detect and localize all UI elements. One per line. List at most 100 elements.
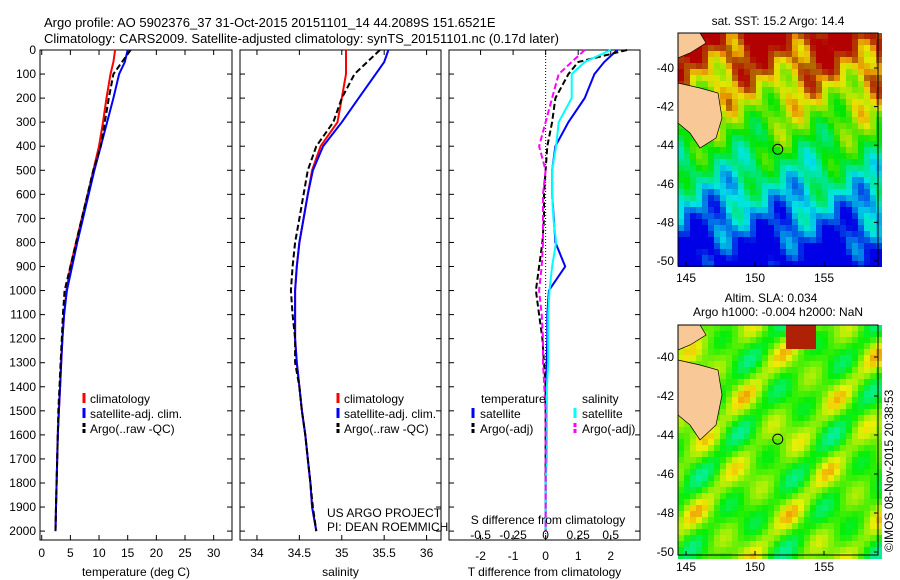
map-cell [852, 409, 858, 415]
map-cell [798, 433, 804, 439]
map-cell [876, 475, 882, 481]
map-cell [834, 499, 840, 505]
map-cell [738, 105, 744, 111]
map-cell [852, 177, 858, 183]
map-cell [720, 529, 726, 535]
map-cell [822, 111, 828, 117]
map-cell [858, 361, 864, 367]
map-cell [690, 541, 696, 547]
map-cell [858, 415, 864, 421]
map-cell [780, 45, 786, 51]
map-cell [792, 69, 798, 75]
map-cell [864, 343, 870, 349]
map-cell [786, 51, 792, 57]
map-cell [744, 343, 750, 349]
map-cell [690, 225, 696, 231]
map-cell [696, 81, 702, 87]
map-cell [816, 529, 822, 535]
map-cell [678, 183, 684, 189]
map-cell [846, 81, 852, 87]
map-cell [762, 445, 768, 451]
map-cell [720, 249, 726, 255]
map-cell [708, 439, 714, 445]
map-cell [810, 165, 816, 171]
map-cell [876, 463, 882, 469]
map-cell [786, 433, 792, 439]
map-cell [756, 111, 762, 117]
map-cell [726, 439, 732, 445]
map-cell [732, 183, 738, 189]
map-cell [858, 505, 864, 511]
map-cell [690, 349, 696, 355]
argo-position-marker [772, 433, 784, 445]
map-cell [834, 165, 840, 171]
map-cell [744, 469, 750, 475]
x-tick-label: 145 [676, 271, 696, 285]
map-cell [738, 463, 744, 469]
map-cell [792, 183, 798, 189]
map-cell [852, 535, 858, 541]
map-cell [678, 505, 684, 511]
map-cell [816, 499, 822, 505]
map-cell [696, 475, 702, 481]
map-cell [876, 201, 882, 207]
map-cell [828, 135, 834, 141]
map-cell [702, 451, 708, 457]
map-cell [822, 135, 828, 141]
map-cell [744, 439, 750, 445]
map-cell [744, 147, 750, 153]
map-cell [768, 57, 774, 63]
map-cell [822, 403, 828, 409]
map-cell [780, 93, 786, 99]
map-cell [714, 51, 720, 57]
map-cell [834, 403, 840, 409]
map-cell [810, 189, 816, 195]
map-cell [840, 75, 846, 81]
title-line1: Argo profile: AO 5902376_37 31-Oct-2015 … [44, 15, 496, 30]
map-cell [798, 439, 804, 445]
map-cell [846, 135, 852, 141]
map-cell [714, 201, 720, 207]
map-cell [744, 153, 750, 159]
map-cell [804, 379, 810, 385]
map-cell [870, 547, 876, 553]
map-cell [870, 403, 876, 409]
map-cell [714, 553, 720, 559]
map-cell [756, 463, 762, 469]
map-cell [762, 535, 768, 541]
map-cell [852, 349, 858, 355]
map-cell [762, 249, 768, 255]
map-cell [816, 355, 822, 361]
map-cell [780, 523, 786, 529]
x2-tick-label: 0 [542, 528, 549, 542]
map-cell [858, 213, 864, 219]
map-cell [816, 105, 822, 111]
map-cell [690, 219, 696, 225]
map-cell [810, 511, 816, 517]
map-cell [822, 75, 828, 81]
series-diff-0 [544, 49, 618, 532]
map-cell [846, 355, 852, 361]
map-cell [774, 475, 780, 481]
map-cell [678, 493, 684, 499]
map-cell [726, 165, 732, 171]
y-tick-label: -40 [657, 61, 675, 75]
map-cell [822, 51, 828, 57]
x-tick-label: 5 [67, 546, 74, 560]
map-cell [696, 529, 702, 535]
map-cell [750, 219, 756, 225]
map-cell [840, 165, 846, 171]
map-cell [870, 237, 876, 243]
map-cell [786, 225, 792, 231]
map-cell [846, 409, 852, 415]
map-cell [780, 409, 786, 415]
map-cell [750, 541, 756, 547]
map-cell [768, 331, 774, 337]
map-cell [828, 231, 834, 237]
map-cell [816, 421, 822, 427]
map-cell [864, 391, 870, 397]
map-sst-map [677, 32, 882, 267]
map-cell [846, 261, 852, 267]
map-cell [678, 129, 684, 135]
map-cell [870, 81, 876, 87]
